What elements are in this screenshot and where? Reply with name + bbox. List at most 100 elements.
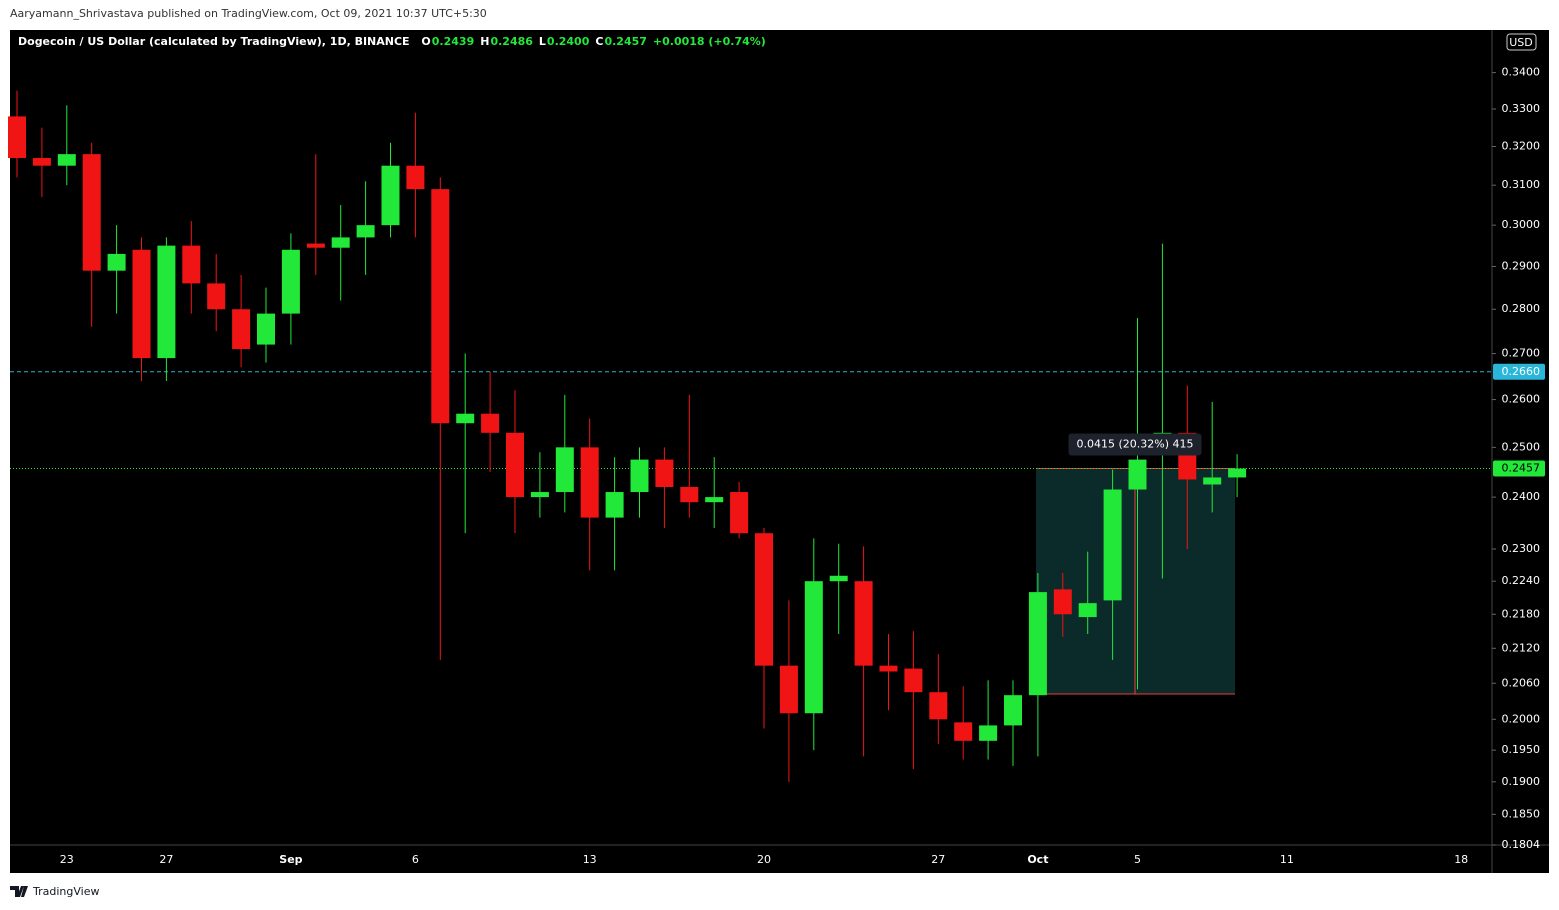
ohlc-label: L — [539, 35, 546, 48]
x-tick-label: 5 — [1134, 853, 1141, 866]
candle-body — [705, 497, 724, 503]
candle-body — [730, 492, 749, 534]
y-tick-label: 0.3100 — [1502, 178, 1541, 191]
candle-body — [1203, 477, 1222, 485]
candle-body — [257, 313, 275, 345]
x-tick-label: 6 — [412, 853, 419, 866]
candle-body — [879, 665, 898, 672]
y-tick-label: 0.3000 — [1502, 218, 1541, 231]
x-tick-label: 27 — [159, 853, 173, 866]
symbol-legend: Dogecoin / US Dollar (calculated by Trad… — [18, 35, 766, 48]
candle-body — [1103, 489, 1122, 601]
candle-body — [1128, 459, 1147, 490]
publisher-line: Aaryamann_Shrivastava published on Tradi… — [10, 7, 487, 20]
y-tick-label: 0.1950 — [1502, 743, 1541, 756]
y-tick-label: 0.2180 — [1502, 607, 1541, 620]
ohlc-label: C — [595, 35, 603, 48]
measure-label: 0.0415 (20.32%) 415 — [1076, 437, 1193, 450]
candle-body — [107, 253, 126, 271]
x-tick-label: Oct — [1027, 853, 1048, 866]
chart-background — [10, 30, 1549, 873]
ohlc-value: 0.2400 — [547, 35, 590, 48]
y-tick-label: 0.2600 — [1502, 393, 1541, 406]
candle-body — [281, 249, 300, 314]
candle-body — [605, 492, 624, 518]
price-tag — [1493, 363, 1545, 380]
y-tick-label: 0.2240 — [1502, 574, 1541, 587]
x-tick-label: 18 — [1454, 853, 1468, 866]
x-tick-label: 27 — [931, 853, 945, 866]
currency: USD — [1509, 36, 1533, 49]
ohlc-label: O — [421, 35, 430, 48]
y-tick-label: 0.2300 — [1502, 542, 1541, 555]
candle-body — [1004, 695, 1022, 726]
candle-body — [555, 447, 574, 493]
candle-body — [306, 243, 325, 248]
y-tick-label: 0.1900 — [1502, 775, 1541, 788]
candle-body — [779, 665, 798, 714]
change: +0.0018 (+0.74%) — [653, 35, 766, 48]
candle-body — [57, 154, 76, 166]
y-tick-label: 0.2500 — [1502, 440, 1541, 453]
y-tick-label: 0.2060 — [1502, 676, 1541, 689]
candle-body — [506, 432, 524, 498]
candle-body — [157, 245, 176, 359]
candle-body — [207, 283, 226, 310]
candle-body — [1053, 589, 1072, 615]
candle-body — [32, 157, 51, 166]
y-tick-label: 0.3200 — [1502, 140, 1541, 153]
y-tick-label: 0.2800 — [1502, 302, 1541, 315]
candle-body — [132, 249, 151, 359]
candle-body — [481, 413, 500, 433]
y-tick-label: 0.3400 — [1502, 66, 1541, 79]
candle-body — [1228, 468, 1247, 478]
x-tick-label: 23 — [60, 853, 74, 866]
candle-body — [406, 165, 425, 190]
candle-body — [979, 725, 998, 741]
x-tick-label: 20 — [757, 853, 771, 866]
candle-body — [755, 533, 773, 666]
candle-body — [1078, 603, 1097, 618]
x-tick-label: 11 — [1280, 853, 1294, 866]
footer-brand: TradingView — [32, 885, 99, 898]
y-tick-label: 0.2700 — [1502, 347, 1541, 360]
footer-logo — [10, 886, 28, 897]
y-tick-label: 0.2000 — [1502, 712, 1541, 725]
candle-body — [1028, 592, 1047, 696]
x-tick-label: 13 — [583, 853, 597, 866]
candle-body — [182, 245, 201, 284]
ohlc-label: H — [480, 35, 489, 48]
candle-body — [904, 668, 923, 693]
price-tag-label: 0.2457 — [1502, 461, 1541, 474]
y-tick-label: 0.2120 — [1502, 641, 1541, 654]
ohlc-value: 0.2486 — [490, 35, 533, 48]
candle-body — [680, 486, 699, 503]
price-tag — [1493, 460, 1545, 477]
y-tick-label: 0.2400 — [1502, 490, 1541, 503]
candle-body — [580, 447, 599, 518]
candle-body — [456, 413, 475, 424]
candle-body — [630, 459, 649, 493]
measure-label-box — [1068, 433, 1202, 456]
candle-body — [655, 459, 674, 487]
chart-title: Dogecoin / US Dollar (calculated by Trad… — [18, 35, 410, 48]
ohlc-value: 0.2439 — [432, 35, 474, 48]
y-tick-label: 0.1850 — [1502, 807, 1541, 820]
candle-body — [804, 581, 823, 714]
ohlc-value: 0.2457 — [604, 35, 646, 48]
candle-body — [854, 581, 873, 666]
candle-body — [431, 189, 450, 424]
candle-body — [929, 692, 948, 720]
y-tick-label: 0.2900 — [1502, 259, 1541, 272]
price-tag-label: 0.2660 — [1502, 365, 1541, 378]
candle-body — [8, 116, 26, 158]
candle-body — [829, 575, 848, 582]
y-tick-label: 0.1804 — [1502, 838, 1541, 851]
y-tick-label: 0.3300 — [1502, 102, 1541, 115]
candle-body — [331, 237, 350, 248]
candle-body — [381, 165, 400, 226]
candle-body — [232, 309, 251, 350]
candle-body — [356, 225, 375, 238]
candle-body — [530, 492, 549, 498]
